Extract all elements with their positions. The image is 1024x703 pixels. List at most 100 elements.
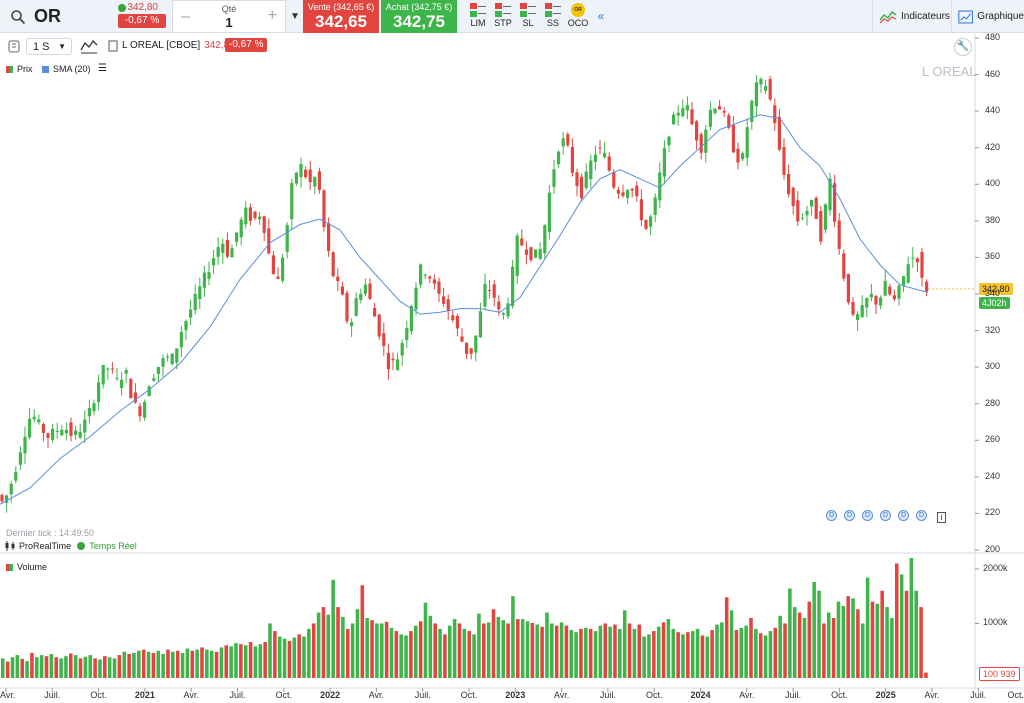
candle	[166, 356, 170, 358]
candle	[405, 328, 409, 341]
candle	[842, 253, 846, 279]
volume-bar	[705, 636, 710, 678]
sma-legend-swatch	[42, 65, 49, 73]
candle	[69, 422, 73, 436]
candle	[317, 171, 321, 190]
candle	[644, 219, 648, 229]
volume-bar	[443, 634, 447, 678]
volume-bar	[569, 630, 574, 678]
volume-bar	[822, 623, 826, 678]
dividend-event-icon[interactable]: D	[916, 510, 927, 521]
candle	[5, 495, 9, 503]
order-sl-button[interactable]: SL	[515, 0, 541, 33]
candle	[359, 293, 363, 301]
wrench-icon[interactable]: 🔧	[954, 38, 972, 56]
candle	[478, 311, 482, 338]
volume-bar	[224, 645, 229, 678]
candle	[437, 281, 441, 294]
volume-bar	[200, 647, 204, 678]
volume-bar	[841, 606, 846, 678]
buy-button[interactable]: Achat (342,75 €) 342,75	[381, 0, 457, 33]
order-lim-label: LIM	[470, 18, 486, 28]
volume-bar	[93, 658, 97, 678]
volume-bar	[253, 646, 258, 678]
candle	[308, 169, 312, 183]
volume-bar	[10, 657, 15, 678]
candle	[497, 301, 501, 310]
candle	[46, 433, 50, 438]
candle	[262, 216, 266, 233]
candle	[331, 252, 335, 277]
candle	[253, 211, 257, 219]
candle	[290, 183, 294, 220]
volume-bar	[341, 616, 345, 678]
volume-bar	[584, 627, 588, 678]
order-stp-button[interactable]: STP	[490, 0, 516, 33]
drag-handle-icon[interactable]	[8, 40, 20, 53]
info-icon[interactable]: i	[937, 512, 946, 523]
chart-style-icon[interactable]	[80, 38, 98, 54]
volume-bar	[375, 623, 379, 678]
chevron-down-icon[interactable]: ▼	[290, 11, 300, 22]
dividend-event-icon[interactable]: D	[862, 510, 873, 521]
volume-bar	[885, 607, 889, 678]
chart-toolbar: 1 S ▼ L OREAL [CBOE] 342,80 -0,67 % 🔧	[0, 34, 975, 58]
timeframe-select[interactable]: 1 S ▼	[26, 38, 72, 55]
volume-bar	[516, 619, 520, 678]
candle	[97, 382, 101, 403]
graph-button[interactable]: Graphique	[951, 0, 1024, 33]
volume-bar	[1, 658, 5, 678]
dividend-event-icon[interactable]: D	[898, 510, 909, 521]
volume-bar	[729, 610, 734, 678]
order-lim-button[interactable]: LIM	[465, 0, 491, 33]
qty-decrease-button[interactable]: –	[181, 8, 190, 25]
candle	[354, 298, 358, 316]
candle	[566, 134, 570, 146]
volume-bar	[676, 632, 680, 678]
volume-bar	[141, 649, 146, 678]
legend-price[interactable]: Prix	[6, 64, 33, 74]
candle	[488, 290, 492, 292]
sell-button[interactable]: Vente (342,65 €) 342,65	[303, 0, 379, 33]
volume-bar	[564, 625, 569, 678]
order-ss-button[interactable]: SS	[540, 0, 566, 33]
volume-bar	[851, 598, 855, 678]
volume-bar	[550, 623, 554, 678]
candle	[538, 248, 542, 259]
legend-volume[interactable]: Volume	[6, 562, 47, 572]
volume-bar	[287, 640, 292, 678]
instrument-change-badge: -0,67 %	[225, 38, 268, 52]
order-oco-button[interactable]: OR OCO	[565, 0, 591, 33]
candle	[87, 407, 91, 417]
candle	[897, 285, 901, 299]
candle	[285, 224, 289, 252]
volume-bar	[219, 647, 224, 678]
price-axis-label: 260	[985, 434, 1001, 445]
candle	[662, 148, 666, 177]
price-axis-label: 300	[985, 361, 1001, 372]
list-icon[interactable]: ☰	[98, 63, 107, 74]
symbol-search[interactable]: OR	[0, 0, 110, 33]
volume-bar	[302, 636, 306, 678]
indicators-button[interactable]: Indicateurs	[872, 0, 950, 33]
candle	[78, 432, 82, 438]
legend-volume-label: Volume	[17, 562, 48, 572]
candle	[708, 109, 712, 127]
candle	[37, 419, 41, 423]
legend-sma[interactable]: SMA (20)	[42, 64, 91, 74]
qty-increase-button[interactable]: +	[267, 7, 277, 24]
qty-input[interactable]: 1	[225, 15, 233, 30]
dividend-event-icon[interactable]: D	[844, 510, 855, 521]
collapse-panel-icon[interactable]: «	[597, 9, 605, 23]
dividend-event-icon[interactable]: D	[880, 510, 891, 521]
volume-bar	[880, 590, 884, 678]
dividend-event-icon[interactable]: D	[826, 510, 837, 521]
candle	[851, 301, 855, 315]
candle	[147, 386, 151, 397]
candle	[120, 379, 124, 388]
volume-bar	[754, 628, 758, 678]
volume-bar	[613, 624, 617, 678]
quantity-stepper[interactable]: – Qté 1 +	[172, 0, 286, 33]
volume-bar	[720, 622, 724, 678]
